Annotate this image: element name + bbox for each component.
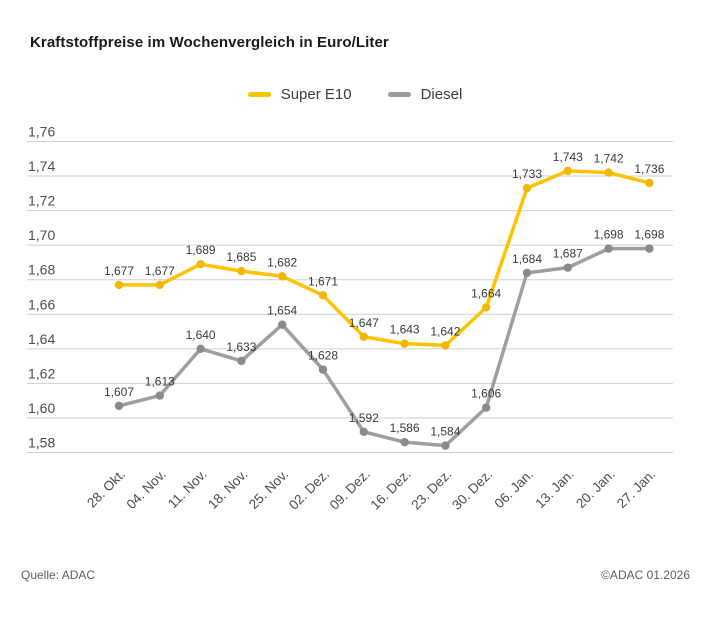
legend-label-diesel: Diesel — [420, 86, 463, 103]
data-point — [359, 332, 368, 341]
data-label: 1,628 — [308, 349, 338, 363]
data-label: 1,671 — [308, 274, 338, 288]
legend: Super E10 Diesel — [0, 86, 710, 103]
legend-item-diesel: Diesel — [387, 86, 463, 103]
data-point — [522, 183, 532, 193]
data-label: 1,647 — [349, 316, 379, 330]
data-point — [482, 403, 491, 412]
data-point — [114, 401, 124, 411]
data-label: 1,682 — [267, 255, 297, 269]
data-point — [278, 272, 287, 281]
legend-swatch-diesel — [387, 92, 411, 97]
y-axis-label: 1,62 — [28, 365, 55, 381]
y-axis-label: 1,58 — [28, 435, 55, 451]
y-axis-label: 1,76 — [28, 124, 55, 140]
data-point — [522, 268, 532, 278]
data-label: 1,698 — [634, 228, 664, 242]
legend-swatch-super-e10 — [247, 92, 271, 97]
x-axis-label: 23. Dez. — [408, 467, 454, 513]
series-line-diesel — [117, 246, 652, 448]
x-axis-label: 20. Jan. — [573, 467, 618, 512]
x-axis-label: 06. Jan. — [492, 467, 537, 512]
data-point — [645, 178, 654, 188]
data-point — [359, 427, 368, 437]
data-label: 1,677 — [104, 264, 134, 278]
data-point — [237, 356, 246, 366]
data-point — [196, 344, 205, 354]
y-axis-label: 1,68 — [28, 262, 55, 278]
x-axis-label: 04. Nov. — [123, 467, 168, 512]
x-axis-label: 16. Dez. — [368, 467, 414, 513]
data-point — [604, 244, 613, 253]
data-label: 1,685 — [226, 250, 256, 264]
data-label: 1,742 — [594, 152, 624, 166]
data-label: 1,586 — [390, 421, 420, 435]
data-point — [318, 365, 328, 374]
x-axis-label: 27. Jan. — [614, 467, 659, 512]
x-axis-label: 28. Okt. — [84, 467, 128, 511]
y-axis-label: 1,66 — [28, 296, 55, 312]
data-point — [155, 391, 164, 400]
data-point — [400, 437, 409, 447]
data-label: 1,642 — [430, 324, 460, 338]
x-axis-label: 13. Jan. — [532, 467, 577, 512]
source-note: Quelle: ADAC — [21, 568, 96, 582]
y-axis-label: 1,74 — [28, 158, 55, 174]
data-point — [196, 259, 205, 269]
x-axis-label: 18. Nov. — [205, 467, 250, 512]
copyright-note: ©ADAC 01.2026 — [601, 568, 690, 582]
data-point — [604, 168, 613, 177]
series-line-super-e10 — [117, 169, 652, 348]
x-axis-label: 25. Nov. — [246, 467, 291, 512]
data-label: 1,643 — [390, 323, 420, 337]
x-axis-label: 11. Nov. — [165, 467, 210, 512]
data-point — [563, 263, 572, 272]
data-label: 1,633 — [226, 340, 256, 354]
data-label: 1,654 — [267, 304, 297, 318]
data-point — [237, 266, 246, 276]
data-label: 1,664 — [471, 286, 501, 300]
data-point — [114, 280, 124, 290]
data-point — [563, 166, 572, 176]
data-point — [318, 291, 328, 300]
data-label: 1,640 — [186, 328, 216, 342]
chart-title: Kraftstoffpreise im Wochenvergleich in E… — [30, 34, 389, 51]
data-label: 1,736 — [634, 162, 664, 176]
x-axis-label: 30. Dez. — [449, 467, 495, 513]
data-label: 1,592 — [349, 411, 379, 425]
data-point — [441, 441, 450, 450]
x-axis-label: 02. Dez. — [286, 467, 332, 513]
y-axis-label: 1,72 — [28, 193, 55, 209]
y-axis-label: 1,64 — [28, 331, 55, 347]
data-point — [482, 303, 491, 312]
y-axis-label: 1,70 — [28, 227, 55, 243]
data-label: 1,584 — [430, 425, 460, 439]
legend-label-super-e10: Super E10 — [280, 86, 352, 103]
data-point — [278, 320, 287, 329]
data-point — [155, 280, 164, 290]
data-label: 1,613 — [145, 375, 175, 389]
data-label: 1,677 — [145, 264, 175, 278]
data-label: 1,733 — [512, 167, 542, 181]
data-point — [400, 339, 409, 348]
data-label: 1,606 — [471, 387, 501, 401]
data-label: 1,743 — [553, 150, 583, 164]
data-label: 1,698 — [594, 228, 624, 242]
y-axis-label: 1,60 — [28, 400, 55, 416]
x-axis-label: 09. Dez. — [327, 467, 373, 513]
data-label: 1,684 — [512, 252, 542, 266]
data-label: 1,607 — [104, 385, 134, 399]
legend-item-super-e10: Super E10 — [247, 86, 352, 103]
data-point — [645, 244, 654, 253]
data-point — [441, 341, 450, 350]
data-label: 1,689 — [186, 243, 216, 257]
data-label: 1,687 — [553, 247, 583, 261]
